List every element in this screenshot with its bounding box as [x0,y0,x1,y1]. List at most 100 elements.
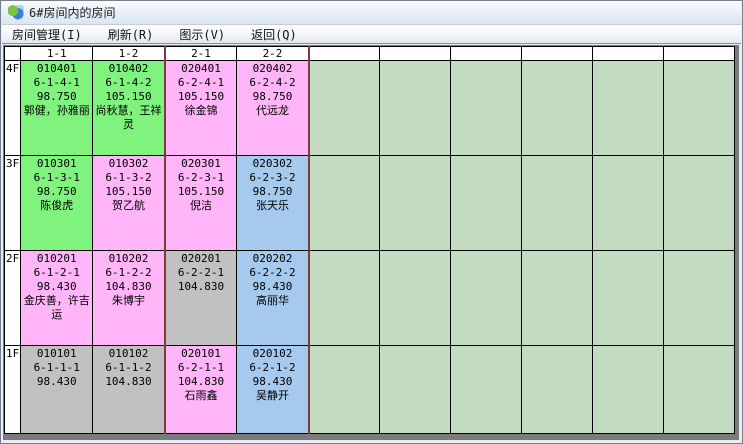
empty-room-cell [379,345,452,434]
room-cell-020301[interactable]: 020301 6-2-3-1 105.150 倪洁 [163,155,238,251]
room-id: 010401 [36,62,77,75]
room-cell-010201[interactable]: 010201 6-1-2-1 98.430 金庆善，许吉运 [20,250,94,346]
room-cell-010301[interactable]: 010301 6-1-3-1 98.750 陈俊虎 [20,155,94,251]
empty-room-cell [307,345,381,434]
room-id: 010202 [108,252,149,265]
room-cell-020201[interactable]: 020201 6-2-2-1 104.830 [163,250,238,346]
room-area: 98.430 [36,375,77,388]
room-area: 98.430 [252,280,293,293]
empty-room-cell [592,155,665,251]
room-cell-020101[interactable]: 020101 6-2-1-1 104.830 石雨鑫 [163,345,238,434]
room-area: 105.150 [105,90,152,103]
empty-room-cell [307,60,381,156]
room-area: 104.830 [105,375,152,388]
room-area: 98.430 [36,280,77,293]
room-id: 010302 [108,157,149,170]
room-code: 6-1-4-2 [105,76,152,89]
empty-room-cell [307,250,381,346]
room-id: 010101 [36,347,77,360]
room-occupants: 郭健，孙雅丽 [23,104,90,117]
room-id: 020202 [252,252,293,265]
room-occupants: 石雨鑫 [184,389,218,402]
room-area: 98.750 [252,90,293,103]
empty-room-cell [521,345,594,434]
room-occupants: 朱博宇 [112,294,145,307]
room-id: 020402 [252,62,293,75]
empty-room-cell [450,60,523,156]
room-cell-020102[interactable]: 020102 6-2-1-2 98.430 吴静开 [236,345,310,434]
room-occupants: 倪洁 [190,199,212,212]
empty-room-cell [521,155,594,251]
room-id: 020101 [181,347,221,360]
empty-room-cell [450,155,523,251]
floor-row-4f: 4F 010401 6-1-4-1 98.750 郭健，孙雅丽 010402 6… [3,60,736,156]
empty-room-cell [379,250,452,346]
room-cell-010202[interactable]: 010202 6-1-2-2 104.830 朱博宇 [92,250,166,346]
room-id: 020401 [181,62,221,75]
menu-item-room-management[interactable]: 房间管理(I) [12,27,82,42]
title-bar: 6#房间内的房间 [2,1,741,25]
room-occupants: 尚秋慧，王祥灵 [95,104,162,131]
room-area: 98.750 [252,185,293,198]
room-occupants: 贺乙航 [112,199,145,212]
room-code: 6-2-1-1 [177,361,225,374]
empty-room-cell [592,250,665,346]
room-occupants: 代远龙 [256,104,289,117]
room-code: 6-2-2-2 [249,266,296,279]
room-id: 010402 [108,62,149,75]
empty-room-cell [663,345,736,434]
room-code: 6-1-1-1 [33,361,80,374]
empty-room-cell [592,345,665,434]
room-cell-010402[interactable]: 010402 6-1-4-2 105.150 尚秋慧，王祥灵 [92,60,166,156]
room-cell-020202[interactable]: 020202 6-2-2-2 98.430 高丽华 [236,250,310,346]
column-header-1-2: 1-2 [92,46,166,61]
menu-item-diagram[interactable]: 图示(V) [179,27,226,42]
room-occupants: 金庆善，许吉运 [23,294,90,321]
room-area: 105.150 [105,185,152,198]
room-id: 020302 [252,157,293,170]
room-code: 6-1-2-2 [105,266,152,279]
rooms-grid: 1-1 1-2 2-1 2-2 4F 010401 6-1-4-1 98.750… [3,46,736,434]
empty-room-cell [521,250,594,346]
empty-column-header [450,46,523,61]
room-cell-010302[interactable]: 010302 6-1-3-2 105.150 贺乙航 [92,155,166,251]
room-cell-010102[interactable]: 010102 6-1-1-2 104.830 [92,345,166,434]
room-code: 6-2-4-2 [249,76,296,89]
room-cell-020401[interactable]: 020401 6-2-4-1 105.150 徐金锦 [163,60,238,156]
room-area: 98.430 [252,375,293,388]
room-code: 6-1-2-1 [33,266,80,279]
empty-room-cell [450,345,523,434]
column-header-2-2: 2-2 [236,46,310,61]
room-code: 6-2-3-1 [177,171,225,184]
column-header-1-1: 1-1 [20,46,94,61]
room-area: 105.150 [177,185,225,198]
room-code: 6-1-3-1 [33,171,80,184]
room-code: 6-2-1-2 [249,361,296,374]
room-occupants: 徐金锦 [184,104,218,117]
room-id: 020201 [181,252,221,265]
empty-column-header [521,46,594,61]
grid-client-area: 1-1 1-2 2-1 2-2 4F 010401 6-1-4-1 98.750… [3,45,739,440]
room-cell-010101[interactable]: 010101 6-1-1-1 98.430 [20,345,94,434]
menu-item-back[interactable]: 返回(Q) [251,27,297,42]
room-cell-020402[interactable]: 020402 6-2-4-2 98.750 代远龙 [236,60,310,156]
room-cell-020302[interactable]: 020302 6-2-3-2 98.750 张天乐 [236,155,310,251]
empty-room-cell [663,60,736,156]
room-id: 010201 [36,252,77,265]
room-code: 6-1-3-2 [105,171,152,184]
menu-item-refresh[interactable]: 刷新(R) [107,27,154,42]
floor-label-1f: 1F [3,345,22,434]
empty-room-cell [379,60,452,156]
floor-row-2f: 2F 010201 6-1-2-1 98.430 金庆善，许吉运 010202 … [3,250,736,346]
room-area: 104.830 [105,280,152,293]
empty-room-cell [379,155,452,251]
room-occupants: 陈俊虎 [40,199,74,212]
room-area: 98.750 [36,185,77,198]
menu-bar: 房间管理(I) 刷新(R) 图示(V) 返回(Q) [2,25,741,44]
app-icon [8,4,24,21]
room-cell-010401[interactable]: 010401 6-1-4-1 98.750 郭健，孙雅丽 [20,60,94,156]
empty-room-cell [307,155,381,251]
room-id: 010301 [36,157,77,170]
room-area: 104.830 [177,280,225,293]
